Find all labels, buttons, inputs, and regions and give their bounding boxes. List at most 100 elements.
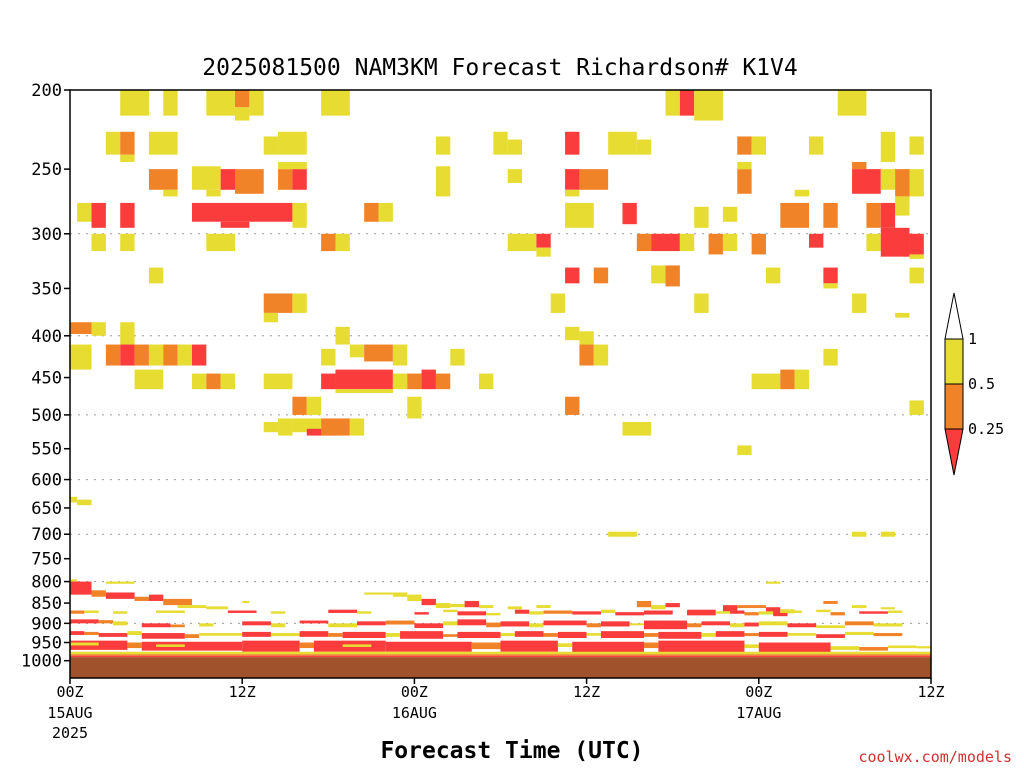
heatmap-cell [529, 623, 544, 628]
heatmap-cell [127, 631, 142, 635]
heatmap-cell [177, 344, 192, 366]
heatmap-cell [600, 621, 630, 627]
heatmap-cell [486, 622, 501, 628]
heatmap-cell [242, 640, 300, 652]
heatmap-cell [909, 136, 924, 155]
heatmap-cell [77, 202, 92, 222]
heatmap-cell [730, 610, 745, 614]
heatmap-cell [880, 227, 910, 257]
heatmap-cell [141, 623, 171, 628]
heatmap-cell [134, 344, 149, 366]
heatmap-cell [70, 581, 92, 595]
heatmap-cell [407, 396, 422, 419]
heatmap-cell [400, 631, 444, 639]
heatmap-cell [744, 644, 759, 649]
heatmap-cell [378, 202, 393, 222]
heatmap-cell [77, 499, 92, 506]
heatmap-cell [773, 612, 788, 617]
heatmap-cell [148, 267, 164, 284]
heatmap-cell [199, 633, 243, 636]
colorbar: 1 0.5 0.25 [944, 292, 1004, 476]
heatmap-cell [844, 631, 874, 635]
heatmap-cell [242, 621, 271, 626]
heatmap-cell [514, 631, 544, 637]
heatmap-cell [550, 293, 566, 313]
heatmap-cell [694, 206, 709, 228]
heatmap-cell [658, 631, 702, 639]
heatmap-cell [392, 592, 408, 597]
heatmap-cell [722, 206, 738, 222]
heatmap-cell [191, 166, 221, 190]
heatmap-cell [715, 631, 745, 637]
heatmap-cell [242, 631, 271, 637]
heatmap-cell [156, 644, 185, 647]
heatmap-cell [242, 600, 250, 604]
heatmap-cell [457, 631, 501, 639]
heatmap-cell [357, 621, 386, 626]
heatmap-cell [148, 344, 164, 366]
heatmap-cell [91, 202, 106, 228]
heatmap-cell [644, 642, 659, 649]
heatmap-cell [163, 344, 178, 366]
heatmap-cell [794, 189, 810, 197]
heatmap-cell [70, 631, 85, 635]
heatmap-cell [651, 265, 666, 284]
heatmap-cell [270, 633, 300, 637]
heatmap-cell [636, 233, 652, 252]
heatmap-cell [120, 202, 135, 228]
heatmap-cell [816, 625, 845, 629]
heatmap-cell [70, 651, 931, 655]
heatmap-cell [342, 631, 386, 639]
heatmap-cell [105, 581, 135, 584]
heatmap-cell [722, 605, 738, 612]
heatmap-cell [859, 611, 888, 614]
heatmap-cell [636, 600, 652, 608]
heatmap-cell [263, 421, 279, 433]
heatmap-cell [593, 267, 609, 284]
x-tick-date: 16AUG [392, 704, 437, 722]
heatmap-cell [278, 131, 307, 155]
heatmap-cell [414, 612, 429, 615]
heatmap-cell [909, 233, 924, 255]
heatmap-cell [737, 136, 752, 155]
heatmap-cell [70, 655, 931, 658]
heatmap-cell [859, 646, 888, 651]
y-tick-label: 900 [31, 614, 62, 634]
heatmap-cell [70, 654, 931, 656]
heatmap-cell [191, 344, 207, 366]
heatmap-cell [199, 623, 214, 627]
heatmap-cell [321, 348, 336, 366]
heatmap-cell [206, 90, 236, 116]
heatmap-cell [349, 418, 365, 436]
heatmap-cell [464, 600, 479, 608]
heatmap-cell [163, 90, 178, 116]
colorbar-label-0.25: 0.25 [968, 420, 1004, 438]
heatmap-cell [113, 621, 128, 626]
heatmap-cell [328, 623, 357, 628]
heatmap-cell [493, 131, 508, 155]
heatmap-cell [744, 633, 759, 637]
heatmap-cell [823, 348, 838, 366]
heatmap-cell [701, 633, 716, 637]
heatmap-cell [629, 623, 644, 626]
heatmap-cell [292, 202, 307, 228]
heatmap-cell [507, 233, 537, 252]
heatmap-cell [565, 131, 580, 155]
heatmap-cell [335, 233, 350, 252]
heatmap-cell [572, 641, 644, 653]
heatmap-cell [880, 131, 896, 162]
heatmap-cell [263, 373, 293, 390]
heatmap-cell [328, 609, 357, 613]
heatmap-cell [91, 590, 106, 597]
heatmap-cell [235, 90, 250, 108]
heatmap-cell [335, 369, 393, 390]
heatmap-cell [887, 645, 917, 649]
heatmap-cell [98, 633, 128, 637]
y-tick-label: 350 [31, 279, 62, 299]
heatmap-cell [909, 400, 924, 415]
heatmap-cell [780, 369, 795, 390]
heatmap-cell [514, 609, 530, 614]
heatmap-cell [787, 623, 817, 628]
x-tick-label: 00Z [401, 683, 428, 701]
